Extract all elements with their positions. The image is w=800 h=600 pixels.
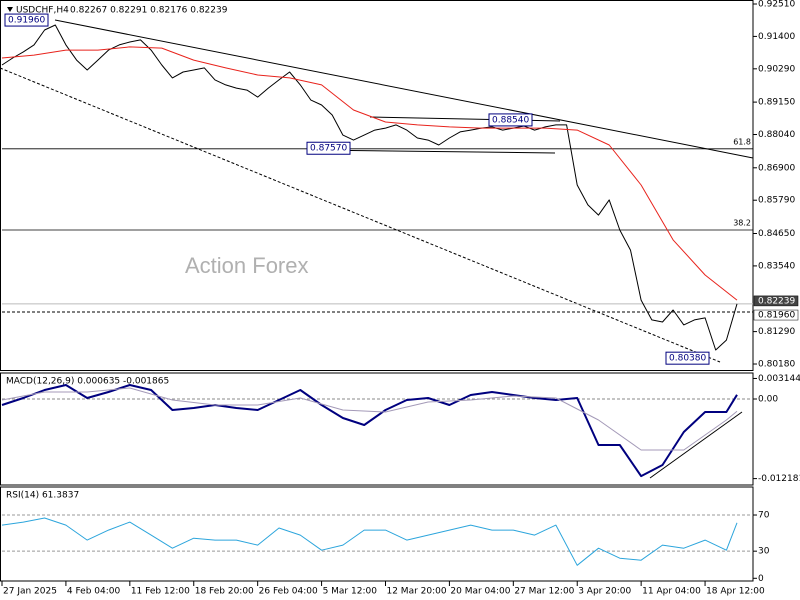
x-tick-label: 3 Apr 20:00 [578, 587, 631, 597]
price-box [753, 295, 799, 307]
fib-label: 38.2 [733, 218, 751, 227]
annotation-box [306, 141, 351, 155]
trend-line [649, 411, 743, 479]
y-tick-label: 0.84650 [758, 229, 795, 239]
y-tick-label: 0.00 [758, 395, 778, 405]
x-tick-label: 12 Mar 20:00 [386, 587, 446, 597]
y-tick-label: 30 [758, 547, 770, 557]
y-tick-label: -0.012181 [758, 474, 800, 484]
dropdown-icon [7, 7, 13, 12]
y-tick-label: 0.91400 [758, 32, 795, 42]
y-tick-label: 0.80180 [758, 360, 795, 370]
series-line [1, 387, 738, 451]
trend-line [54, 19, 754, 159]
price-label: 0.82239 [758, 296, 795, 306]
annotation-label: 0.80380 [669, 354, 706, 364]
x-tick-label: 26 Feb 04:00 [259, 587, 318, 597]
annotation-label: 0.87570 [310, 144, 347, 154]
series-line [1, 46, 738, 301]
annotation-box [4, 13, 49, 27]
panel-frame [0, 486, 754, 582]
y-tick-label: 0.83540 [758, 261, 795, 271]
price-box [753, 309, 799, 321]
panel-title: MACD(12,26,9) 0.000635 -0.001865 [6, 377, 169, 387]
series-line [1, 517, 738, 566]
x-tick-label: 27 Jan 2025 [3, 587, 57, 597]
x-tick-label: 20 Mar 04:00 [450, 587, 510, 597]
annotation-label: 0.91960 [8, 16, 45, 26]
x-tick-label: 18 Apr 12:00 [706, 587, 765, 597]
price-label: 0.81960 [758, 311, 795, 321]
y-tick-label: 0.88040 [758, 130, 795, 140]
x-tick-label: 11 Apr 04:00 [642, 587, 701, 597]
x-tick-label: 4 Feb 04:00 [67, 587, 121, 597]
annotation-box [488, 113, 533, 127]
series-line [1, 24, 738, 351]
y-tick-label: 0.003144 [758, 374, 800, 384]
y-tick-label: 0.89150 [758, 98, 795, 108]
channel-line [309, 149, 556, 154]
y-tick-label: 0.86900 [758, 163, 795, 173]
symbol: USDCHF,H4 [16, 6, 69, 16]
series-line [1, 384, 738, 478]
y-tick-label: 0.85790 [758, 196, 795, 206]
panel-frame [0, 0, 754, 371]
fib-label: 61.8 [733, 137, 751, 146]
annotation-box [665, 351, 710, 365]
y-tick-label: 0.90290 [758, 64, 795, 74]
panel-frame [0, 372, 754, 486]
y-tick-label: 0.92510 [758, 0, 795, 10]
y-tick-label: 0 [758, 574, 764, 584]
y-tick-label: 70 [758, 511, 770, 521]
y-tick-label: 0.81290 [758, 327, 795, 337]
x-tick-label: 5 Mar 12:00 [323, 587, 378, 597]
annotation-label: 0.88540 [492, 115, 529, 125]
panel-title: RSI(14) 61.3837 [6, 491, 79, 501]
watermark: Action Forex [185, 253, 309, 278]
x-tick-label: 18 Feb 20:00 [195, 587, 254, 597]
x-tick-label: 11 Feb 12:00 [131, 587, 190, 597]
x-tick-label: 27 Mar 12:00 [514, 587, 574, 597]
ohlc: 0.82267 0.82291 0.82176 0.82239 [70, 6, 228, 16]
